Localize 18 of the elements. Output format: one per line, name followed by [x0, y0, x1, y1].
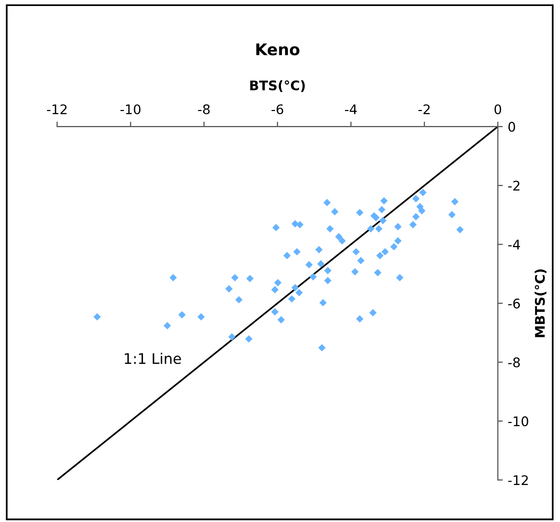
annotation: 1:1 Line — [124, 352, 181, 364]
y-tick-label: -4 — [508, 240, 520, 250]
y-tick-label: -8 — [508, 357, 520, 368]
y-tick-label: 0 — [508, 122, 516, 132]
x-tick-label: -6 — [272, 104, 284, 114]
x-tick-label: 0 — [494, 104, 502, 114]
y-tick-label: -6 — [508, 298, 520, 308]
x-tick-label: -8 — [198, 104, 210, 114]
y-tick-label: -2 — [508, 180, 520, 190]
x-tick-label: -12 — [46, 104, 67, 114]
y-tick-label: -10 — [508, 416, 528, 426]
x-tick-label: -2 — [418, 104, 430, 114]
y-tick-label: -12 — [508, 475, 528, 485]
y-axis-title: MBTS(°C) — [534, 269, 546, 338]
x-tick-label: -10 — [120, 104, 140, 114]
chart-title: Keno — [256, 44, 300, 56]
x-tick-label: -4 — [345, 104, 357, 114]
x-axis-title: BTS(°C) — [250, 80, 305, 92]
